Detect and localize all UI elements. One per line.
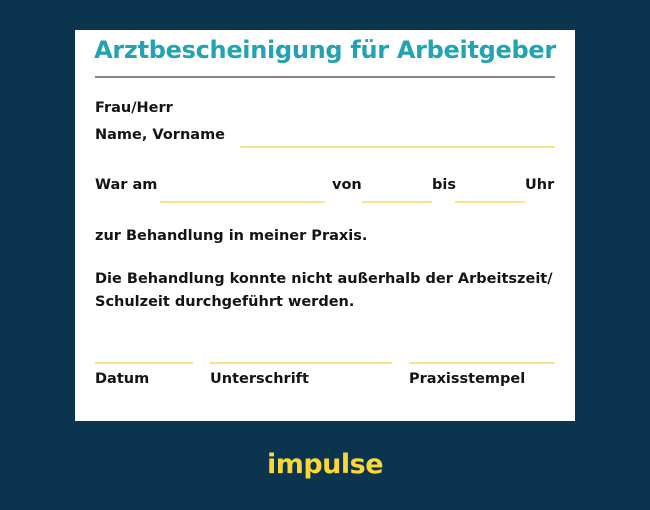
to-time-field-line[interactable] (455, 201, 525, 203)
time-unit-label: Uhr (525, 177, 555, 193)
treatment-text: zur Behandlung in meiner Praxis. (95, 228, 368, 244)
impulse-logo: impulse (266, 449, 384, 480)
form-title: Arztbescheinigung für Arbeitgeber (94, 36, 556, 64)
signature-line[interactable] (210, 362, 392, 364)
statement-line-2: Schulzeit durchgeführt werden. (95, 294, 355, 310)
salutation-label: Frau/Herr (95, 100, 173, 116)
statement-line-1: Die Behandlung konnte nicht außerhalb de… (95, 271, 553, 287)
name-field-line[interactable] (240, 146, 555, 148)
stamp-line[interactable] (409, 362, 555, 364)
date-signature-label: Datum (95, 371, 150, 387)
to-label: bis (432, 177, 456, 193)
stamp-label: Praxisstempel (409, 371, 526, 387)
date-signature-line[interactable] (95, 362, 193, 364)
certificate-form: Arztbescheinigung für Arbeitgeber Frau/H… (75, 30, 575, 421)
date-field-line[interactable] (160, 201, 325, 203)
name-label: Name, Vorname (95, 127, 226, 143)
from-label: von (332, 177, 362, 193)
title-divider (95, 76, 555, 78)
date-label: War am (95, 177, 158, 193)
from-time-field-line[interactable] (362, 201, 432, 203)
signature-label: Unterschrift (210, 371, 309, 387)
